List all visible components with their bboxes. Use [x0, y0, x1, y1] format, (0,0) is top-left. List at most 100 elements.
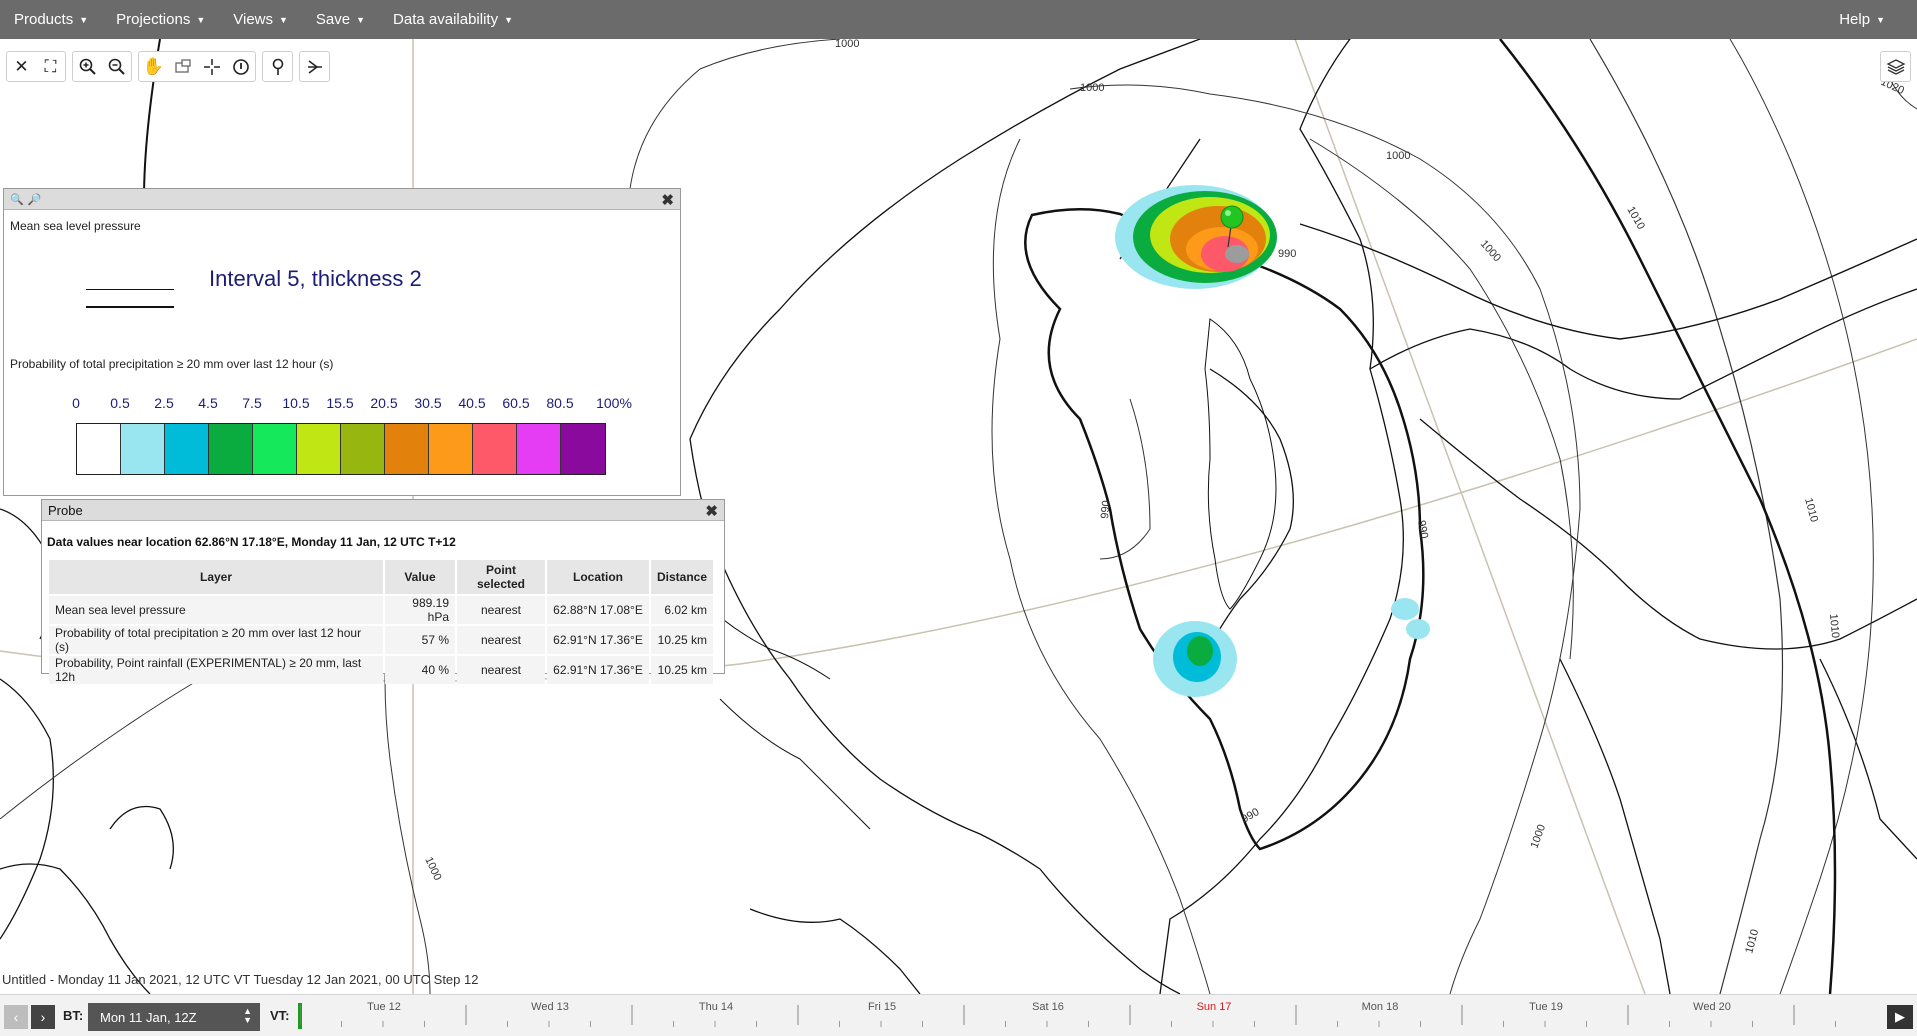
- isobar-label: 1000: [1386, 150, 1410, 162]
- menu-projections-label: Projections: [116, 11, 191, 28]
- play-icon[interactable]: ▶: [1887, 1005, 1913, 1029]
- timeline-ticks: [300, 1005, 1836, 1027]
- precip-blob-north: [1115, 185, 1277, 289]
- fullscreen-icon[interactable]: ⛶: [44, 56, 57, 76]
- colorbar-swatch: [121, 424, 165, 474]
- isobar-label: 1010: [1624, 205, 1647, 232]
- map-toolbar: ✕ ⛶ ✋: [6, 51, 330, 82]
- legend-msl-interval: Interval 5, thickness 2: [209, 266, 422, 291]
- timeline-day-label[interactable]: Wed 13: [531, 1001, 569, 1013]
- cell-point: nearest: [457, 656, 545, 684]
- colorbar-label: 80.5: [546, 395, 574, 411]
- timeline-day-label[interactable]: Tue 19: [1529, 1001, 1563, 1013]
- base-time-value: Mon 11 Jan, 12Z: [100, 1009, 197, 1025]
- colorbar-swatch: [429, 424, 473, 474]
- colorbar-swatch: [297, 424, 341, 474]
- top-menu-bar: Products ▼ Projections ▼ Views ▼ Save ▼ Data…: [0, 0, 1917, 39]
- pan-hand-icon[interactable]: ✋: [142, 56, 165, 76]
- cross-section-icon[interactable]: [300, 52, 329, 81]
- colorbar-swatch: [561, 424, 605, 474]
- isobar-label: 1000: [1529, 823, 1549, 850]
- cell-layer: Probability of total precipitation ≥ 20 …: [49, 626, 383, 654]
- colorbar-swatch: [473, 424, 517, 474]
- menu-products[interactable]: Products ▼: [0, 0, 102, 39]
- menu-projections[interactable]: Projections ▼: [102, 0, 219, 39]
- isobar-label: 990: [1099, 500, 1113, 519]
- layers-icon[interactable]: [1880, 51, 1911, 82]
- isobar-label: 1000: [835, 39, 859, 50]
- table-row: Probability, Point rainfall (EXPERIMENTA…: [49, 656, 714, 684]
- zoom-in-icon[interactable]: 🔍: [10, 193, 24, 206]
- cell-distance: 6.02 km: [651, 596, 714, 624]
- menu-views[interactable]: Views ▼: [219, 0, 302, 39]
- location-pin-icon[interactable]: [263, 52, 292, 81]
- cell-distance: 10.25 km: [651, 656, 714, 684]
- zoom-out-icon[interactable]: 🔎: [27, 193, 42, 206]
- cell-point: nearest: [457, 596, 545, 624]
- menu-views-label: Views: [233, 11, 273, 28]
- location-pin-icon: [1220, 205, 1244, 248]
- zoom-in-icon[interactable]: [73, 52, 102, 81]
- chevron-left-icon[interactable]: ‹: [4, 1005, 28, 1029]
- menu-data-availability[interactable]: Data availability ▼: [379, 0, 527, 39]
- colorbar-label: 15.5: [326, 395, 354, 411]
- menu-save[interactable]: Save ▼: [302, 0, 379, 39]
- probe-panel-header[interactable]: Probe ✖: [42, 500, 724, 521]
- timeline-day-label[interactable]: Wed 20: [1693, 1001, 1731, 1013]
- timeline-bar: ‹ › BT: Mon 11 Jan, 12Z ▲ ▼ VT: Tue 12 Wed…: [0, 994, 1917, 1036]
- isobar-label: 990: [1278, 248, 1296, 260]
- timeline-day-label[interactable]: Sat 16: [1032, 1001, 1064, 1013]
- column-header-distance: Distance: [651, 560, 714, 594]
- column-header-location: Location: [547, 560, 649, 594]
- close-icon[interactable]: ✕: [14, 56, 29, 76]
- zoom-out-icon[interactable]: [102, 52, 131, 81]
- cell-location: 62.91°N 17.36°E: [547, 626, 649, 654]
- colorbar-label: 0: [72, 395, 80, 411]
- timeline-day-label[interactable]: Tue 12: [367, 1001, 401, 1013]
- colorbar-label: 7.5: [242, 395, 262, 411]
- info-icon[interactable]: [226, 52, 255, 81]
- colorbar-swatch: [517, 424, 561, 474]
- colorbar-label: 20.5: [370, 395, 398, 411]
- chevron-down-icon: ▼: [356, 14, 366, 25]
- colorbar-label: 40.5: [458, 395, 486, 411]
- zoom-box-icon[interactable]: [168, 52, 197, 81]
- menu-data-availability-label: Data availability: [393, 11, 499, 28]
- timeline-days: Tue 12 Wed 13 Thu 14 Fri 15 Sat 16 Sun 17 Mon …: [300, 995, 1880, 1036]
- timeline-day-label[interactable]: Thu 14: [698, 1001, 734, 1013]
- isobar-label: 990: [1415, 519, 1430, 539]
- chevron-right-icon[interactable]: ›: [31, 1005, 55, 1029]
- menu-help[interactable]: Help ▼: [1825, 0, 1899, 39]
- colorbar-label: 2.5: [154, 395, 174, 411]
- cell-layer: Mean sea level pressure: [49, 596, 383, 624]
- menu-products-label: Products: [14, 11, 74, 28]
- cell-point: nearest: [457, 626, 545, 654]
- cell-location: 62.91°N 17.36°E: [547, 656, 649, 684]
- vt-label: VT:: [270, 1008, 290, 1023]
- colorbar-label: 100%: [596, 395, 632, 411]
- close-icon[interactable]: ✖: [705, 503, 718, 520]
- table-row: Probability of total precipitation ≥ 20 …: [49, 626, 714, 654]
- colorbar-label: 60.5: [502, 395, 530, 411]
- probe-table-header-row: Layer Value Point selected Location Dist…: [49, 560, 714, 594]
- crosshair-icon[interactable]: [197, 52, 226, 81]
- close-icon[interactable]: ✖: [661, 192, 674, 209]
- chevron-down-icon: ▼: [504, 14, 514, 25]
- colorbar-swatch: [253, 424, 297, 474]
- chevron-down-icon: ▼: [1876, 14, 1885, 25]
- spinner-arrows-icon[interactable]: ▲ ▼: [243, 1006, 252, 1025]
- colorbar-swatch: [165, 424, 209, 474]
- isobar-label: 990: [1240, 806, 1262, 826]
- legend-panel-header[interactable]: 🔍 🔎 ✖: [4, 189, 680, 210]
- timeline-day-label[interactable]: Sun 17: [1196, 1001, 1232, 1013]
- isobar-label: 1000: [1080, 82, 1104, 94]
- cell-value: 57 %: [385, 626, 455, 654]
- base-time-select[interactable]: Mon 11 Jan, 12Z ▲ ▼: [88, 1003, 260, 1031]
- colorbar-label: 30.5: [414, 395, 442, 411]
- colorbar-swatch: [209, 424, 253, 474]
- timeline-day-label[interactable]: Fri 15: [867, 1001, 897, 1013]
- bt-label: BT:: [63, 1008, 84, 1023]
- cell-value: 989.19 hPa: [385, 596, 455, 624]
- timeline-day-label[interactable]: Mon 18: [1361, 1001, 1399, 1013]
- colorbar-label: 0.5: [110, 395, 130, 411]
